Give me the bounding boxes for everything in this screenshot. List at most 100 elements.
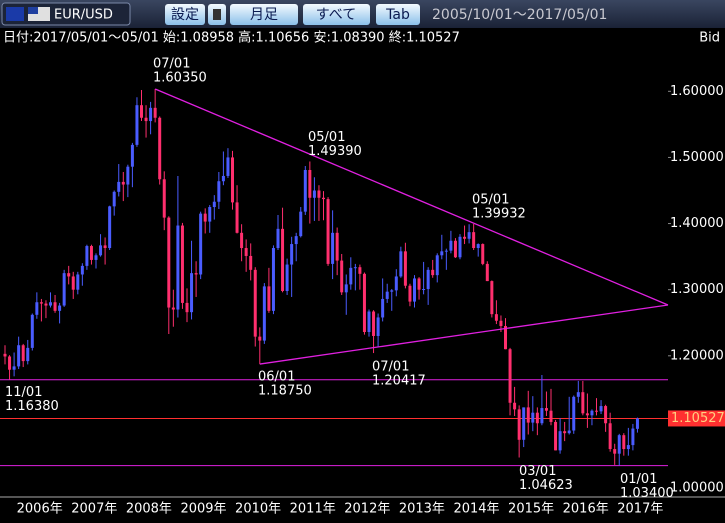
candle-body: [426, 269, 430, 290]
annotation-date: 01/01: [620, 472, 657, 487]
candle-body: [158, 117, 162, 180]
candle-body: [595, 410, 598, 412]
candle-body: [504, 326, 507, 350]
candle-body: [526, 407, 530, 423]
candle-body: [258, 336, 262, 341]
range-button[interactable]: [303, 4, 370, 25]
candle-body: [394, 276, 398, 291]
x-tick-label: 2016年: [563, 502, 609, 517]
candle-body: [554, 421, 558, 451]
annotation-date: 05/01: [308, 130, 345, 145]
candle-body: [303, 169, 307, 212]
candle-body: [413, 278, 416, 302]
x-tick-label: 2009年: [180, 502, 226, 517]
x-tick-label: 2017年: [617, 502, 663, 517]
annotation-date: 06/01: [258, 370, 295, 385]
candle-body: [349, 267, 353, 285]
candle-body: [271, 248, 275, 311]
candle-body: [262, 286, 266, 341]
candle-body: [167, 217, 171, 308]
candle-body: [89, 246, 93, 260]
candle-body: [171, 307, 175, 310]
candle-body: [563, 431, 567, 434]
x-tick-label: 2010年: [235, 502, 281, 517]
settings-button[interactable]: [165, 4, 205, 25]
candle-body: [576, 392, 580, 397]
candle-body: [126, 166, 130, 185]
candle-body: [558, 431, 562, 451]
candle-body: [485, 263, 489, 282]
candle-body: [103, 245, 107, 249]
candle-body: [599, 406, 603, 412]
candle-body: [185, 302, 189, 313]
annotation-price: 1.03400: [620, 486, 674, 501]
candle-body: [281, 228, 285, 292]
annotation-price: 1.60350: [153, 70, 207, 85]
candle-body: [240, 232, 244, 249]
candle-body: [481, 244, 485, 264]
x-tick-label: 2013年: [399, 502, 445, 517]
candle-body: [381, 298, 385, 318]
candle-body: [99, 245, 103, 256]
candle-body: [472, 232, 476, 249]
last-price-label: 1.10527: [671, 411, 725, 426]
y-tick-label: 1.60000: [670, 84, 724, 99]
candle-body: [522, 407, 526, 440]
candle-body: [408, 285, 412, 302]
candle-body: [80, 265, 84, 275]
candle-body: [121, 181, 125, 185]
candle-body: [285, 264, 289, 292]
candle-body: [344, 284, 348, 293]
candle-body: [385, 291, 389, 299]
tab-button[interactable]: [376, 4, 420, 25]
candle-body: [435, 255, 439, 276]
candle-body: [53, 302, 57, 311]
candle-body: [203, 213, 207, 222]
candle-body: [613, 449, 617, 454]
candle-body: [463, 236, 467, 239]
candle-body: [194, 273, 198, 275]
candle-body: [267, 286, 271, 311]
candle-body: [417, 278, 421, 290]
candle-body: [567, 430, 571, 434]
candle-body: [130, 144, 134, 167]
candle-body: [294, 236, 298, 245]
candle-body: [140, 105, 143, 118]
candle-body: [335, 232, 339, 261]
annotation-date: 05/01: [472, 193, 509, 208]
candle-body: [94, 255, 98, 260]
candle-body: [317, 190, 321, 198]
y-tick-label: 1.30000: [670, 282, 724, 297]
candle-body: [622, 435, 626, 450]
range-button-label: すべて: [316, 7, 356, 23]
y-tick-label: 1.50000: [670, 150, 724, 165]
candle-body: [190, 273, 194, 313]
candle-body: [376, 317, 380, 336]
candle-body: [26, 347, 30, 362]
candle-body: [199, 213, 203, 275]
candle-body: [608, 423, 612, 450]
y-tick-label: 1.00000: [670, 481, 724, 496]
candle-body: [208, 207, 212, 222]
candle-body: [431, 269, 435, 276]
candle-body: [17, 345, 21, 367]
x-tick-label: 2007年: [71, 502, 117, 517]
candle-body: [635, 418, 639, 429]
x-tick-label: 2008年: [126, 502, 172, 517]
candle-body: [30, 314, 34, 348]
last-price-tag: [668, 410, 725, 427]
candle-body: [290, 244, 294, 265]
price-type: Bid: [699, 31, 720, 46]
y-tick-label: 1.20000: [670, 348, 724, 363]
candle-body: [226, 157, 230, 176]
candle-body: [58, 305, 62, 311]
candle-body: [235, 202, 239, 233]
trend-line: [259, 304, 669, 365]
candle-body: [76, 274, 80, 290]
candle-body: [399, 251, 403, 277]
tab-label: Tab: [385, 7, 410, 23]
candle-body: [144, 117, 148, 122]
period-button[interactable]: [230, 4, 298, 25]
candle-body: [372, 311, 376, 336]
candle-body: [535, 412, 539, 424]
